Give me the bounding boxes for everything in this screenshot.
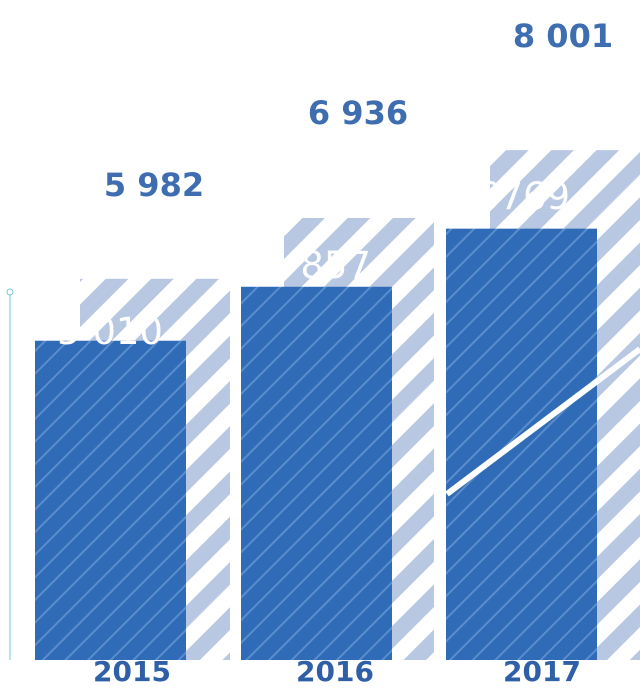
x-tick-label-2015: 2015 (93, 655, 171, 688)
back-bar-label-2017: 8 001 (513, 17, 613, 55)
front-bar-label-2017: 6769 (476, 175, 570, 218)
x-tick-label-2017: 2017 (503, 655, 581, 688)
x-tick-label-2016: 2016 (296, 655, 374, 688)
back-bar-label-2016: 6 936 (308, 94, 408, 132)
front-bar-2017 (446, 228, 597, 660)
trend-line (445, 346, 640, 497)
front-labels-group: 5 010 5 857 6769 (57, 175, 570, 353)
front-bar-2016 (241, 286, 392, 660)
front-bar-2015 (35, 340, 186, 660)
front-bar-label-2015: 5 010 (57, 310, 163, 353)
back-labels-group: 5 982 6 936 8 001 (104, 17, 613, 204)
back-bar-label-2015: 5 982 (104, 166, 204, 204)
front-bar-label-2016: 5 857 (265, 244, 371, 287)
x-axis-labels: 2015 2016 2017 (93, 655, 581, 688)
front-bars-group (35, 228, 597, 660)
y-axis-top-marker (6, 288, 14, 296)
